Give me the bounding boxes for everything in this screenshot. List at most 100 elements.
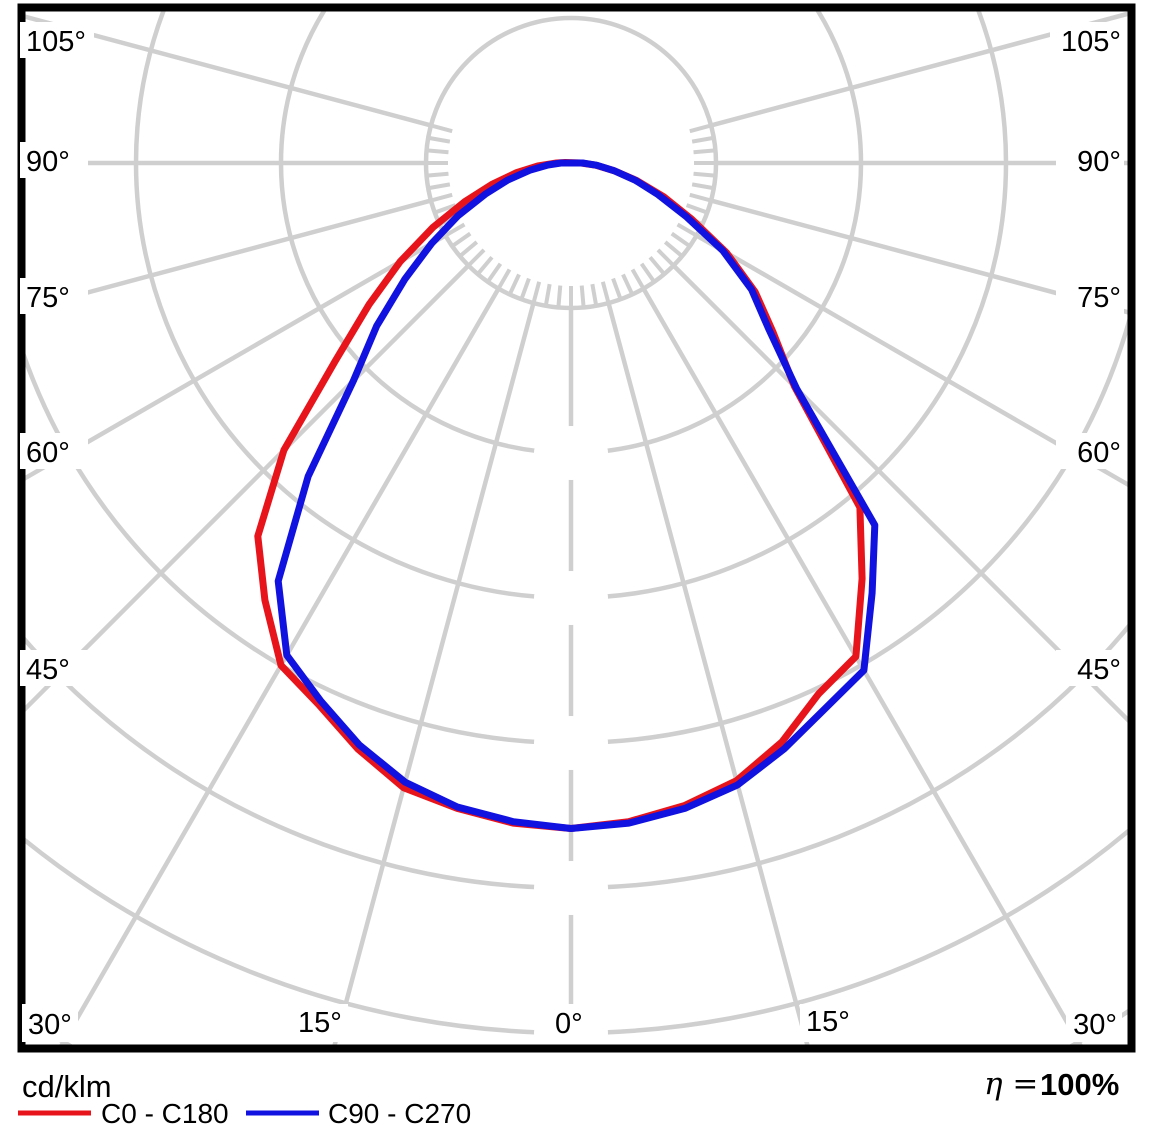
efficiency-symbol: η = <box>984 1066 1038 1102</box>
angle-label-left-60: 60° <box>26 437 70 469</box>
label-bg <box>1050 22 1124 58</box>
polar-angle-line <box>711 198 1128 315</box>
polar-angle-tick <box>693 148 717 155</box>
polar-angle-line <box>59 288 500 1045</box>
ring-value-gap <box>534 426 608 480</box>
polar-angle-line <box>25 234 446 481</box>
unit-label: cd/klm <box>22 1069 112 1104</box>
polar-angle-tick <box>507 273 521 297</box>
legend-label-c90-c270: C90 - C270 <box>328 1098 471 1129</box>
polar-angle-tick <box>685 203 709 215</box>
polar-angle-tick <box>433 203 457 215</box>
label-bg <box>1056 142 1124 178</box>
legend-label-c0-c180: C0 - C180 <box>101 1098 229 1129</box>
chart-frame <box>17 3 1136 1053</box>
angle-label-right-45: 45° <box>1077 654 1121 686</box>
polar-angle-tick <box>611 277 623 301</box>
label-bg <box>1066 1004 1122 1042</box>
polar-angle-line <box>332 303 536 1045</box>
label-bg <box>20 433 88 469</box>
polar-angle-tick <box>425 148 449 155</box>
polar-angle-tick <box>656 248 676 268</box>
label-bg <box>1056 650 1124 686</box>
polar-angle-tick <box>691 135 716 144</box>
polar-angle-tick <box>450 231 472 249</box>
angle-label-right-90: 90° <box>1077 146 1121 178</box>
angle-label-bottom-0: 0° <box>555 1008 583 1040</box>
angle-labels-right: 105° 90° 75° 60° 45° <box>1050 22 1124 686</box>
angle-label-right-75: 75° <box>1077 282 1121 314</box>
angle-label-bottom-15-right: 15° <box>806 1006 850 1038</box>
label-bg <box>20 22 94 58</box>
angle-label-right-105: 105° <box>1061 26 1121 58</box>
label-bg <box>1056 278 1124 314</box>
polar-angle-tick <box>443 222 466 238</box>
polar-angle-tick <box>531 281 542 305</box>
polar-angle-line <box>25 14 431 128</box>
polar-ring <box>25 318 1128 746</box>
polar-angle-tick <box>676 222 699 238</box>
angle-labels-bottom: 30° 15° 0° 15° 30° <box>22 1004 1122 1042</box>
label-bg <box>20 278 88 314</box>
polar-angle-tick <box>425 171 449 178</box>
polar-angle-tick <box>579 285 586 309</box>
efficiency-value: 100% <box>1040 1067 1119 1102</box>
label-bg <box>800 1004 856 1042</box>
polar-angle-tick <box>630 268 646 291</box>
label-bg <box>20 142 88 178</box>
angle-labels-left: 105° 90° 75° 60° 45° <box>20 22 94 686</box>
angle-label-bottom-30-right: 30° <box>1073 1009 1117 1041</box>
polar-angle-tick <box>639 262 657 284</box>
polar-angle-tick <box>496 268 512 291</box>
legend: cd/klm C0 - C180 C90 - C270 η = 100% <box>18 1066 1119 1129</box>
polar-angle-line <box>696 234 1128 487</box>
label-bg <box>20 650 88 686</box>
polar-angle-line <box>642 288 1083 1045</box>
angle-label-left-105: 105° <box>26 26 86 58</box>
angle-label-left-90: 90° <box>26 146 70 178</box>
angle-label-right-60: 60° <box>1077 437 1121 469</box>
polar-angle-tick <box>457 240 479 259</box>
polar-angle-tick <box>689 192 713 203</box>
polar-angle-line <box>25 264 470 712</box>
ring-value-gap <box>534 716 608 770</box>
label-bg <box>1056 433 1124 469</box>
polar-angle-line <box>711 11 1128 128</box>
label-bg <box>549 1004 591 1042</box>
label-bg <box>22 1004 78 1042</box>
angle-label-left-75: 75° <box>26 282 70 314</box>
polar-angle-line <box>672 264 1128 723</box>
polar-angle-tick <box>670 231 692 249</box>
polar-angle-tick <box>590 283 599 308</box>
polar-angle-tick <box>485 262 503 284</box>
polar-angle-tick <box>519 277 531 301</box>
polar-angle-tick <box>663 240 685 259</box>
polar-angle-tick <box>693 171 717 178</box>
angle-label-left-45: 45° <box>26 654 70 686</box>
polar-angle-tick <box>556 285 563 309</box>
angle-label-bottom-30-left: 30° <box>28 1009 72 1041</box>
polar-angle-tick <box>691 182 716 191</box>
polar-angle-line <box>25 198 431 312</box>
polar-angle-tick <box>426 135 451 144</box>
angle-label-bottom-15-left: 15° <box>298 1007 342 1039</box>
curve-c90-c270 <box>274 159 879 832</box>
polar-angle-tick <box>689 123 713 134</box>
polar-angle-tick <box>426 182 451 191</box>
polar-angle-tick <box>600 281 611 305</box>
polar-angle-tick <box>543 283 552 308</box>
polar-angle-tick <box>648 255 667 277</box>
polar-angle-tick <box>475 255 494 277</box>
polar-angle-tick <box>429 123 453 134</box>
polar-angle-tick <box>466 248 486 268</box>
curve-layer <box>254 159 879 832</box>
polar-angle-tick <box>429 192 453 203</box>
label-bg <box>292 1004 348 1042</box>
polar-angle-tick <box>621 273 635 297</box>
polar-angle-line <box>606 303 810 1045</box>
ring-value-gap <box>534 861 608 915</box>
ring-value-gap <box>534 571 608 625</box>
